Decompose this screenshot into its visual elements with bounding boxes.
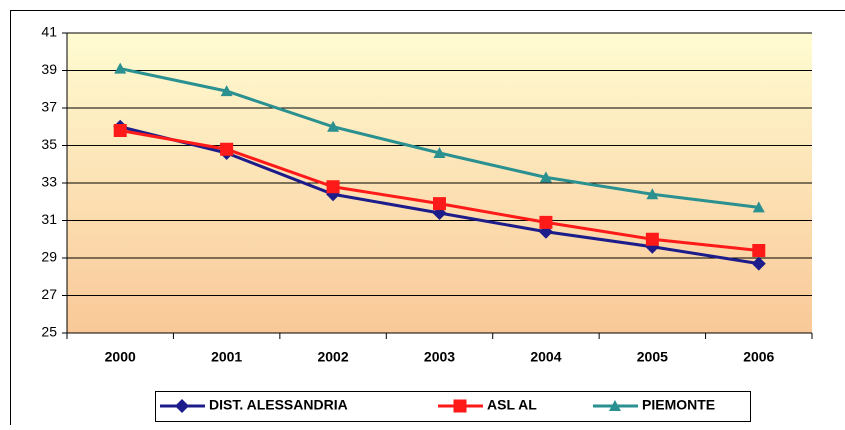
- point: [220, 143, 233, 156]
- y-tick-label: 39: [41, 61, 57, 77]
- point: [327, 180, 340, 193]
- point: [539, 216, 552, 229]
- x-tick-label: 2001: [211, 349, 242, 365]
- point: [646, 233, 659, 246]
- y-tick-label: 35: [41, 136, 57, 152]
- x-tick-label: 2005: [637, 349, 668, 365]
- x-tick-label: 2004: [530, 349, 561, 365]
- y-tick-label: 33: [41, 174, 57, 190]
- y-tick-label: 41: [41, 24, 57, 40]
- y-tick-label: 37: [41, 99, 57, 115]
- x-tick-label: 2003: [424, 349, 455, 365]
- y-tick-label: 31: [41, 211, 57, 227]
- x-tick-label: 2002: [317, 349, 348, 365]
- point: [752, 244, 765, 257]
- y-tick-label: 25: [41, 324, 57, 340]
- x-tick-label: 2000: [105, 349, 136, 365]
- legend-label: DIST. ALESSANDRIA: [209, 397, 348, 413]
- point: [433, 197, 446, 210]
- legend-marker: [454, 400, 467, 413]
- legend-label: ASL AL: [487, 397, 537, 413]
- y-tick-label: 27: [41, 286, 57, 302]
- legend-label: PIEMONTE: [642, 397, 715, 413]
- y-tick-label: 29: [41, 249, 57, 265]
- point: [114, 124, 127, 137]
- x-tick-label: 2006: [743, 349, 774, 365]
